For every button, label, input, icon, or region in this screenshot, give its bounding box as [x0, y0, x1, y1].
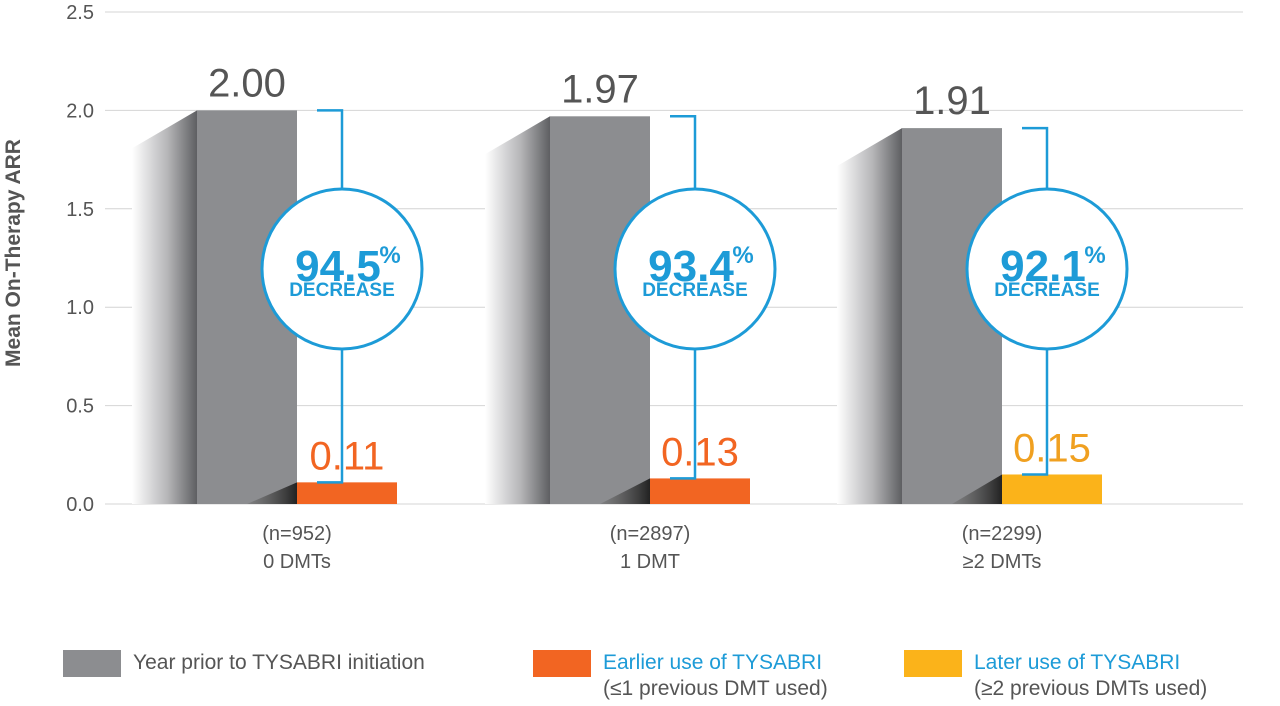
- legend-text: Later use of TYSABRI (≥2 previous DMTs us…: [974, 650, 1207, 702]
- bars: 2.00 0.11 94.5% DECREASE (n=952) 0 DMTs 1.97 0.…: [132, 61, 1129, 573]
- bar-shadow: [485, 116, 550, 504]
- decrease-callout: [260, 187, 424, 351]
- percent-sign: %: [732, 242, 753, 269]
- legend-swatch: [904, 650, 962, 677]
- decrease-label: DECREASE: [994, 280, 1100, 301]
- x-tick-n: (n=2299): [962, 523, 1043, 545]
- legend-label: Later use of TYSABRI: [974, 651, 1181, 674]
- bar-shadow: [132, 110, 197, 505]
- x-tick-label: ≥2 DMTs: [963, 551, 1042, 573]
- bar-group: 1.97 0.13 93.4% DECREASE (n=2897) 1 DMT: [485, 67, 777, 573]
- bar-shadow: [837, 128, 902, 504]
- bar-group: 1.91 0.15 92.1% DECREASE (n=2299) ≥2 DMTs: [837, 79, 1129, 573]
- legend-text: Earlier use of TYSABRI (≤1 previous DMT u…: [603, 650, 828, 702]
- x-tick-n: (n=952): [262, 523, 332, 545]
- y-axis-label: Mean On-Therapy ARR: [2, 139, 25, 367]
- data-label-post: 0.13: [661, 430, 739, 474]
- bar-post: [297, 482, 397, 504]
- x-tick-label: 1 DMT: [620, 551, 680, 573]
- legend-sublabel: (≥2 previous DMTs used): [974, 677, 1208, 700]
- decrease-callout: [613, 187, 777, 351]
- bar-post: [650, 478, 750, 504]
- legend-label: Year prior to TYSABRI initiation: [133, 651, 425, 674]
- data-label-post: 0.11: [310, 434, 385, 478]
- legend-swatch: [533, 650, 591, 677]
- data-label-prior: 2.00: [208, 61, 286, 105]
- x-tick-n: (n=2897): [610, 523, 691, 545]
- percent-sign: %: [379, 242, 400, 269]
- decrease-percent: 92.1: [1000, 242, 1086, 291]
- percent-sign: %: [1084, 242, 1105, 269]
- bar-post: [1002, 474, 1102, 504]
- bar-post-shadow: [600, 478, 650, 504]
- legend-item-prior: Year prior to TYSABRI initiation: [63, 650, 425, 677]
- y-tick-label: 1.5: [66, 199, 94, 221]
- y-tick-label: 0.0: [66, 494, 94, 516]
- bar-group: 2.00 0.11 94.5% DECREASE (n=952) 0 DMTs: [132, 61, 424, 573]
- decrease-label: DECREASE: [289, 280, 395, 301]
- x-tick-label: 0 DMTs: [263, 551, 331, 573]
- y-tick-label: 0.5: [66, 396, 94, 418]
- legend-sublabel: (≤1 previous DMT used): [603, 677, 828, 700]
- decrease-callout: [965, 187, 1129, 351]
- bar-post-shadow: [952, 474, 1002, 504]
- legend-label: Earlier use of TYSABRI: [603, 651, 823, 674]
- y-tick-label: 2.5: [66, 2, 94, 24]
- legend-item-later: Later use of TYSABRI (≥2 previous DMTs us…: [904, 650, 1207, 702]
- bar-post-shadow: [247, 482, 297, 504]
- y-tick-label: 1.0: [66, 297, 94, 319]
- y-tick-label: 2.0: [66, 100, 94, 122]
- y-axis: 0.0 0.5 1.0 1.5 2.0 2.5: [66, 2, 94, 516]
- legend-text: Year prior to TYSABRI initiation: [133, 650, 425, 676]
- data-label-prior: 1.91: [913, 79, 991, 123]
- data-label-prior: 1.97: [561, 67, 639, 111]
- decrease-percent: 93.4: [648, 242, 734, 291]
- data-label-post: 0.15: [1013, 426, 1091, 470]
- decrease-label: DECREASE: [642, 280, 748, 301]
- decrease-percent: 94.5: [295, 242, 381, 291]
- legend-item-earlier: Earlier use of TYSABRI (≤1 previous DMT u…: [533, 650, 828, 702]
- legend-swatch: [63, 650, 121, 677]
